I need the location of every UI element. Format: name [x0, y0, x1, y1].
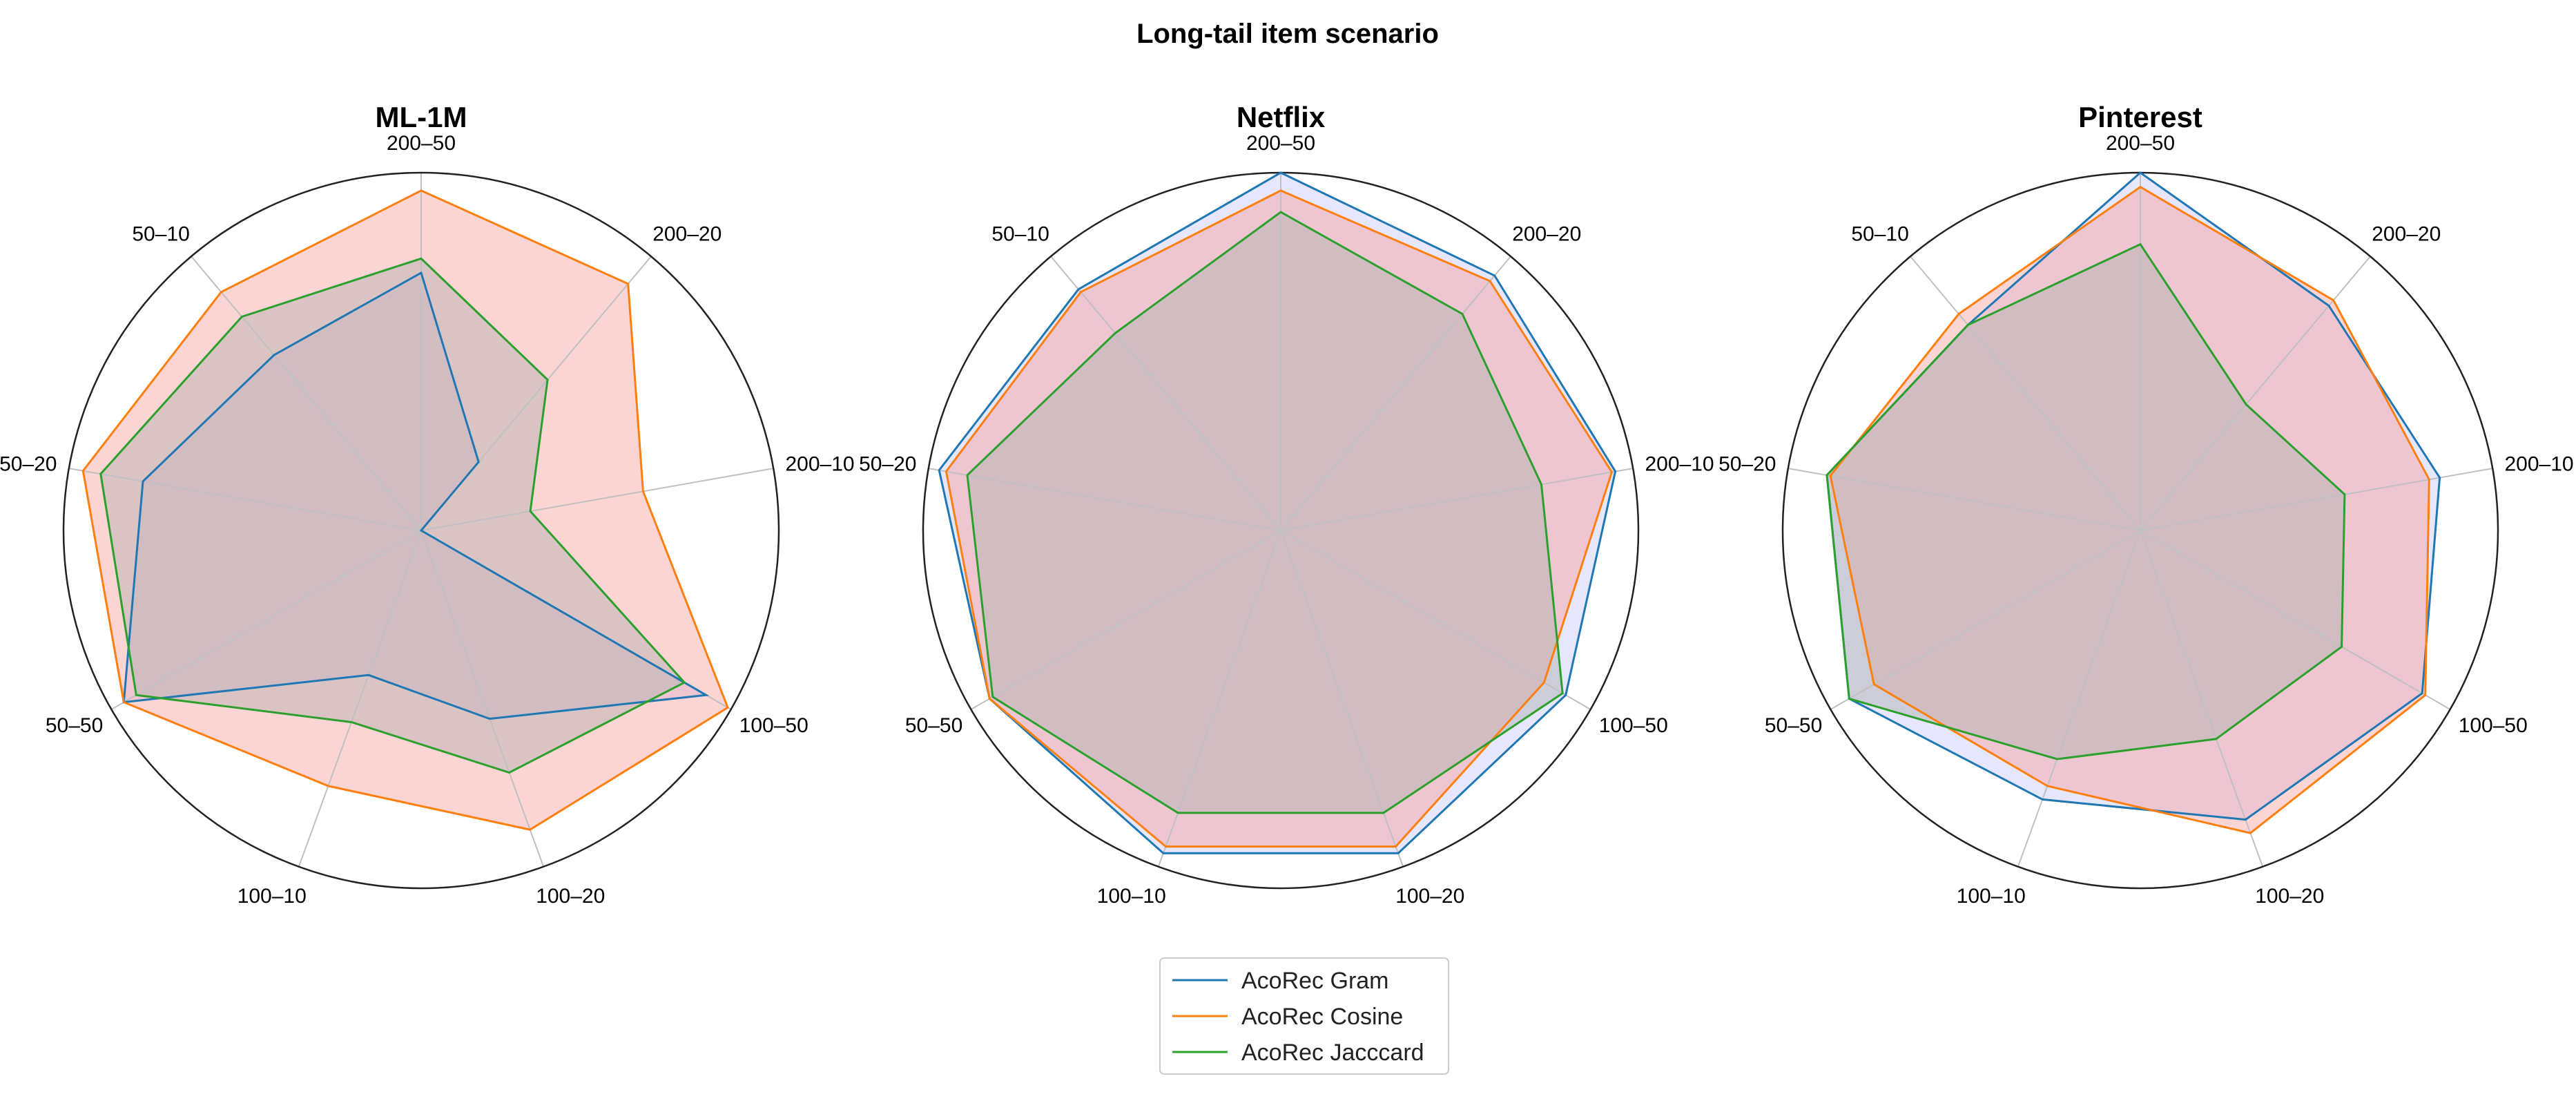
area-cosine [946, 190, 1612, 847]
spoke-100–50 [2140, 530, 2451, 710]
spoke-50–20 [68, 468, 422, 531]
figure-title: Long-tail item scenario [1136, 19, 1439, 49]
category-label: 50–50 [46, 714, 103, 737]
category-label: 200–50 [1246, 132, 1315, 155]
category-label: 100–10 [238, 885, 307, 908]
category-label: 200–10 [786, 452, 855, 475]
subplot-netflix: Netflix 200–50 200–20 200–10 100–50 100–20 10… [859, 101, 1714, 908]
subplot-title: Netflix [1237, 101, 1326, 133]
category-label: 100–50 [739, 714, 808, 737]
series-line-jaccard [99, 257, 686, 774]
category-label: 100–20 [536, 885, 605, 908]
series-line-cosine [81, 189, 729, 831]
area-jaccard [1827, 244, 2345, 760]
spoke-50–50 [110, 530, 422, 710]
spoke-200–10 [1280, 468, 1634, 531]
series-line-jaccard [1826, 242, 2346, 760]
spoke-200–20 [1280, 256, 1511, 531]
subplot-title: ML-1M [376, 101, 467, 133]
subplot-ml-1m: ML-1M 200–50 200–20 200–10 100–50 100–20 100–… [0, 101, 855, 908]
category-label: 200–10 [1645, 452, 1714, 475]
series-line-cosine [1829, 185, 2430, 834]
spoke-100–20 [2140, 530, 2264, 868]
category-label: 50–20 [859, 452, 916, 475]
category-label: 100–10 [1097, 885, 1166, 908]
category-label: 50–20 [1718, 452, 1776, 475]
category-label: 200–50 [387, 132, 456, 155]
category-label: 50–20 [0, 452, 57, 475]
area-jaccard [100, 258, 685, 773]
area-gram [1827, 173, 2440, 820]
spoke-100–50 [1280, 530, 1591, 710]
subplot-pinterest: Pinterest 200–50 200–20 200–10 100–50 100–20… [1718, 101, 2574, 908]
spoke-100–20 [1280, 530, 1404, 868]
series-line-gram [938, 171, 1617, 854]
series-line-cosine [945, 189, 1614, 848]
spoke-100–20 [420, 530, 545, 868]
spoke-50–10 [1050, 256, 1281, 531]
spoke-100–10 [1157, 530, 1281, 868]
outer-ring [62, 171, 780, 890]
area-gram [124, 273, 706, 719]
spoke-100–10 [2017, 530, 2141, 868]
area-cosine [83, 190, 728, 830]
spoke-50–20 [1788, 468, 2141, 531]
spoke-50–10 [1910, 256, 2141, 531]
spoke-100–10 [298, 530, 422, 868]
spoke-200–10 [420, 468, 774, 531]
category-label: 50–10 [991, 223, 1049, 246]
category-label: 100–20 [2255, 885, 2324, 908]
legend: AcoRec Gram AcoRec Cosine AcoRec Jacccar… [1159, 957, 1449, 1075]
category-label: 50–10 [132, 223, 189, 246]
category-label: 200–20 [1512, 223, 1581, 246]
category-label: 50–50 [1765, 714, 1822, 737]
area-gram [939, 173, 1616, 854]
spoke-50–50 [1830, 530, 2141, 710]
spoke-50–10 [191, 256, 422, 531]
category-label: 100–10 [1957, 885, 2026, 908]
subplot-title: Pinterest [2078, 101, 2202, 133]
category-label: 200–20 [2372, 223, 2441, 246]
legend-frame [1159, 957, 1449, 1075]
area-cosine [1830, 186, 2430, 834]
category-label: 100–20 [1395, 885, 1464, 908]
category-label: 50–50 [905, 714, 962, 737]
category-label: 100–50 [2459, 714, 2528, 737]
legend-label-jaccard: AcoRec Jacccard [1241, 1040, 1424, 1066]
category-label: 100–50 [1599, 714, 1668, 737]
category-label: 200–50 [2106, 132, 2175, 155]
category-label: 50–10 [1851, 223, 1908, 246]
spoke-200–10 [2140, 468, 2493, 531]
spoke-50–20 [928, 468, 1281, 531]
spoke-50–50 [970, 530, 1281, 710]
series-line-jaccard [966, 211, 1564, 814]
spoke-200–20 [2140, 256, 2371, 531]
legend-label-gram: AcoRec Gram [1241, 968, 1389, 994]
category-label: 200–10 [2505, 452, 2574, 475]
legend-label-cosine: AcoRec Cosine [1241, 1004, 1403, 1030]
category-label: 200–20 [652, 223, 722, 246]
series-line-gram [122, 271, 710, 720]
